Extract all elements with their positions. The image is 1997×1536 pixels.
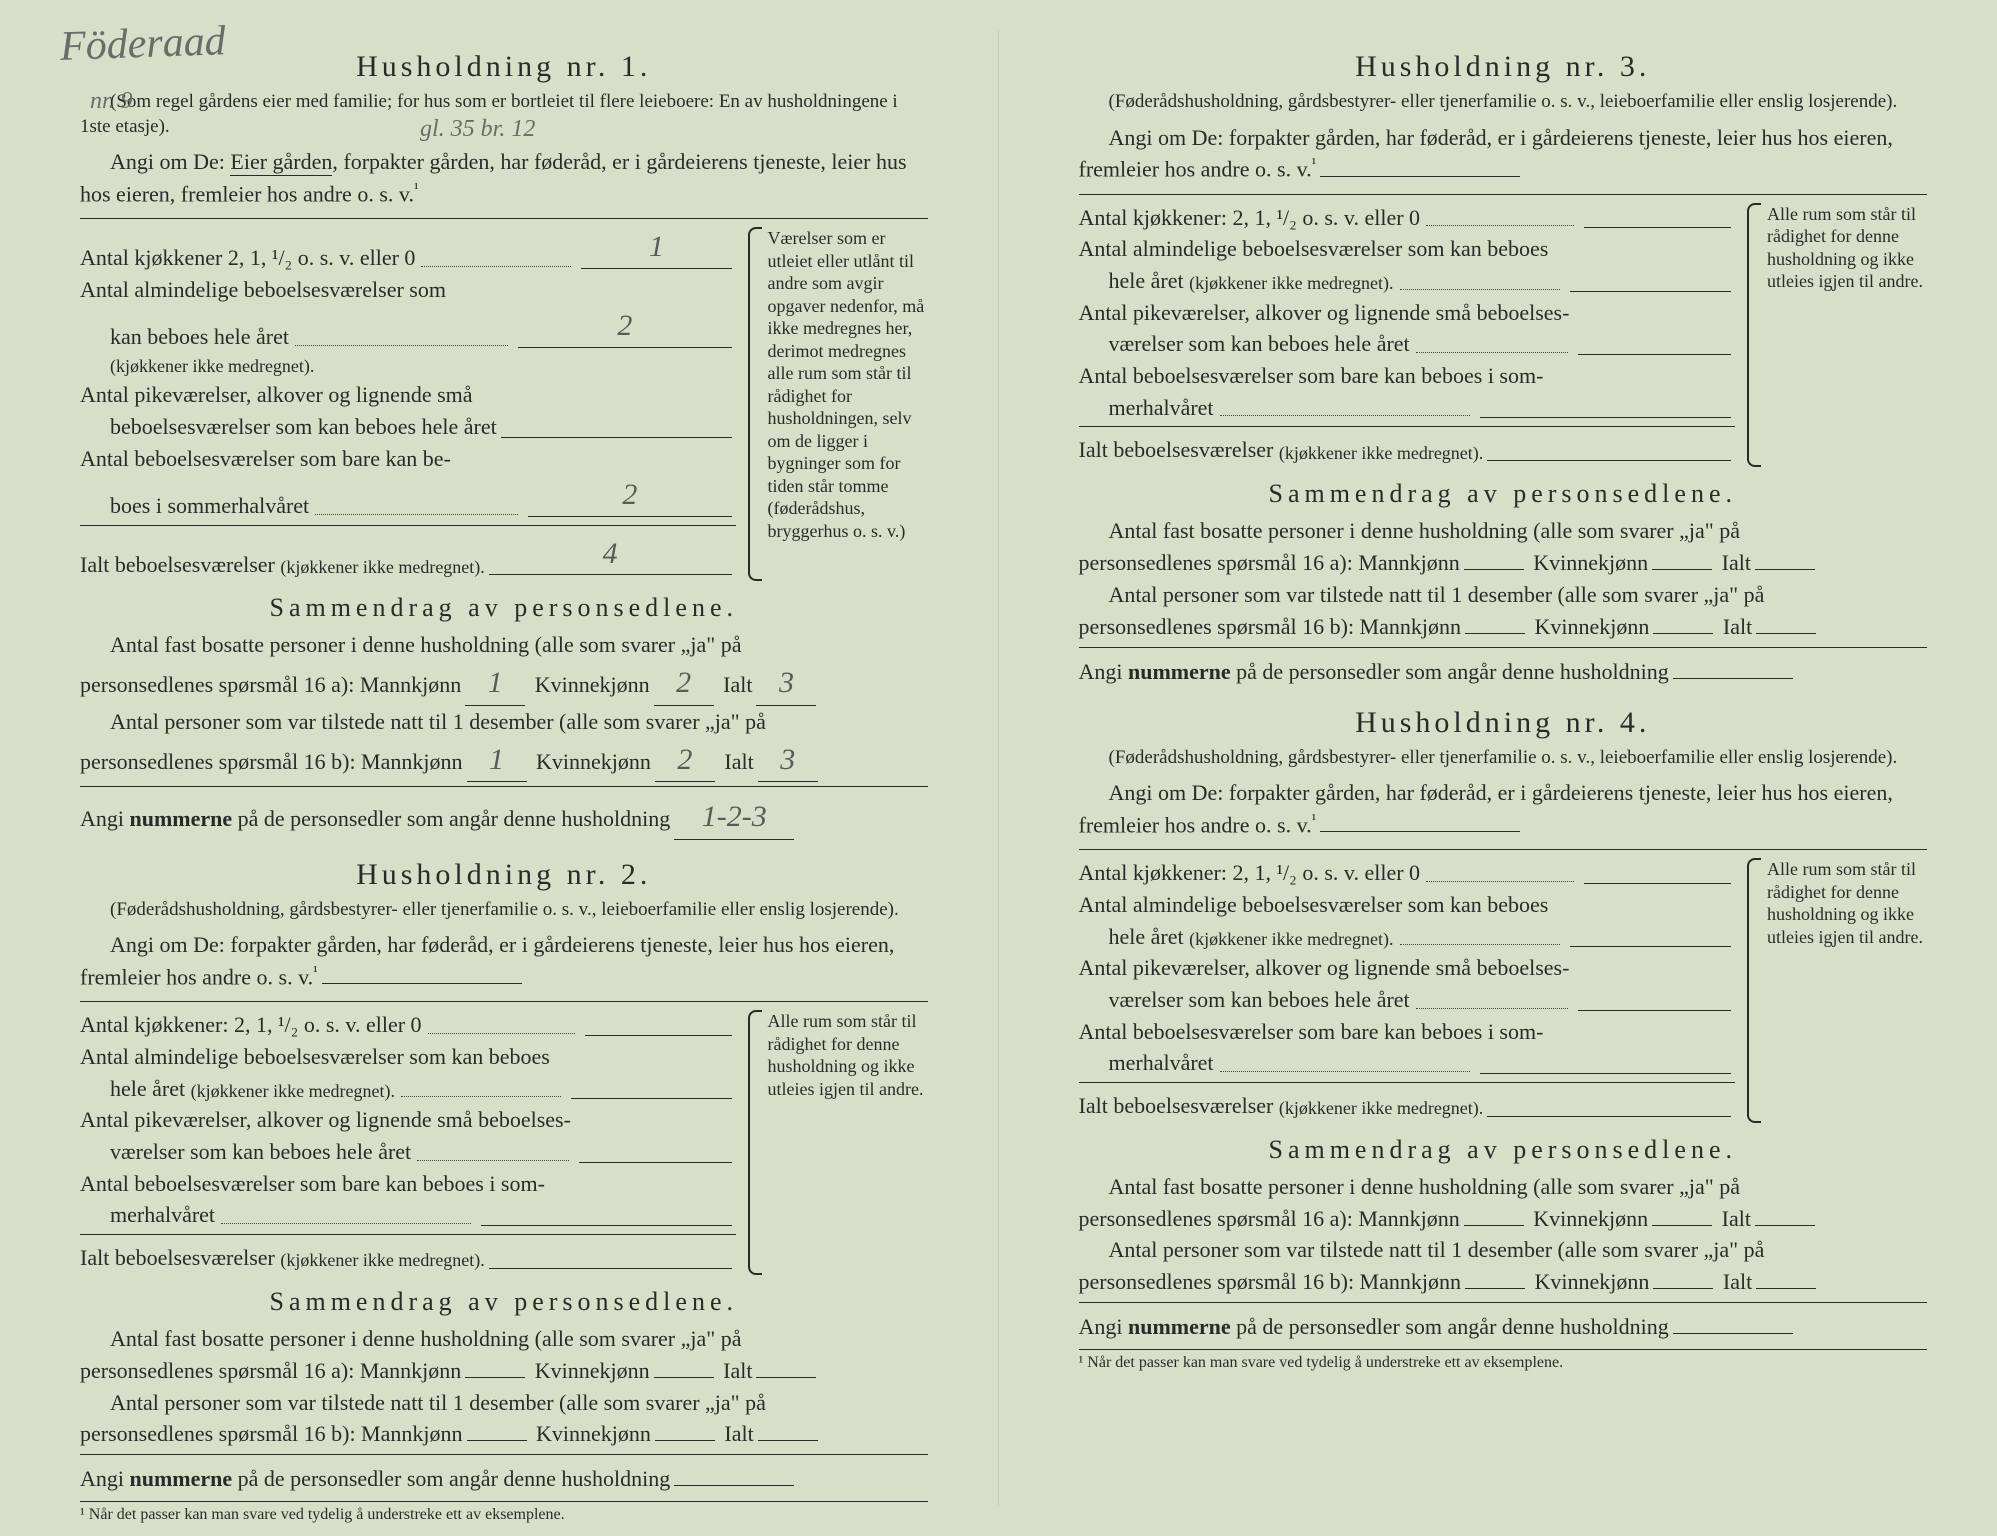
h1-summary-title: Sammendrag av personsedlene. (80, 593, 928, 623)
handwriting-no: nr. 9 (90, 88, 133, 115)
h4-title: Husholdning nr. 4. (1079, 706, 1928, 740)
h1-sum-l1: Antal fast bosatte personer i denne hush… (80, 629, 928, 661)
h1-v3 (501, 437, 732, 438)
h2-angi: Angi om De: forpakter gården, har føderå… (80, 930, 928, 993)
h1-v5: 4 (489, 534, 732, 576)
handwriting-extra: gl. 35 br. 12 (420, 116, 535, 143)
h2-sidenote: Alle rum som står til rådighet for denne… (748, 1010, 928, 1275)
household-4: Husholdning nr. 4. (Føderådshusholdning,… (1079, 706, 1928, 1373)
h1-v2: 2 (518, 306, 731, 348)
h1-rows: Antal kjøkkener 2, 1, ¹/₂ o. s. v. eller… (80, 227, 928, 581)
footnote-right: ¹ Når det passer kan man svare ved tydel… (1079, 1349, 1928, 1372)
left-page: Föderaad Husholdning nr. 1. nr. 9 (Som r… (0, 30, 999, 1506)
h1-v4: 2 (528, 475, 731, 517)
household-1: Husholdning nr. 1. nr. 9 (Som regel gård… (80, 50, 928, 840)
right-page: Husholdning nr. 3. (Føderådshusholdning,… (999, 30, 1997, 1506)
h1-sidenote: Værelser som er utleiet eller utlånt til… (748, 227, 928, 581)
h3-title: Husholdning nr. 3. (1079, 50, 1928, 84)
handwriting-top: Föderaad (59, 17, 226, 71)
footnote-left: ¹ Når det passer kan man svare ved tydel… (80, 1501, 928, 1524)
h2-subtitle: (Føderådshusholdning, gårdsbestyrer- ell… (80, 898, 928, 923)
h1-v1: 1 (581, 227, 731, 269)
h1-angi: Angi om De: Eier gården, forpakter gårde… (80, 147, 928, 210)
h2-title: Husholdning nr. 2. (80, 858, 928, 892)
household-3: Husholdning nr. 3. (Føderådshusholdning,… (1079, 50, 1928, 688)
household-2: Husholdning nr. 2. (Føderådshusholdning,… (80, 858, 928, 1525)
